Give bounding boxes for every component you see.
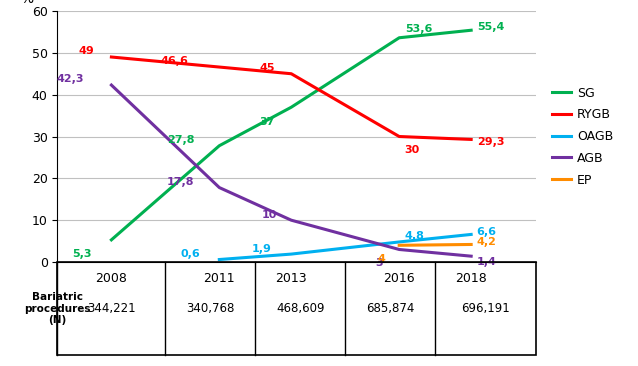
Text: 4: 4 — [378, 254, 385, 264]
Text: 6,6: 6,6 — [477, 227, 497, 237]
Text: %: % — [20, 0, 33, 6]
Text: 30: 30 — [404, 145, 420, 156]
Text: 340,768: 340,768 — [186, 302, 235, 315]
Text: 4,8: 4,8 — [404, 231, 425, 242]
Text: 344,221: 344,221 — [87, 302, 136, 315]
Text: 53,6: 53,6 — [404, 25, 432, 34]
Text: 4,2: 4,2 — [477, 237, 496, 247]
Text: 55,4: 55,4 — [477, 22, 504, 33]
Text: 42,3: 42,3 — [56, 75, 84, 85]
Text: Bariatric
procedures
(N): Bariatric procedures (N) — [24, 292, 91, 325]
Text: 46,6: 46,6 — [161, 56, 189, 67]
Text: 3: 3 — [375, 258, 383, 268]
Text: 1,4: 1,4 — [477, 257, 496, 267]
Text: 10: 10 — [262, 210, 278, 220]
Text: 0,6: 0,6 — [180, 249, 200, 259]
Text: 468,609: 468,609 — [276, 302, 325, 315]
Text: 45: 45 — [259, 63, 274, 73]
Text: 29,3: 29,3 — [477, 137, 504, 147]
Text: 17,8: 17,8 — [167, 177, 195, 187]
Text: 1,9: 1,9 — [252, 243, 272, 254]
Text: 37: 37 — [259, 117, 274, 127]
Text: 696,191: 696,191 — [461, 302, 510, 315]
Text: 685,874: 685,874 — [366, 302, 415, 315]
Text: 5,3: 5,3 — [73, 249, 92, 259]
Text: 49: 49 — [79, 46, 94, 56]
Legend: SG, RYGB, OAGB, AGB, EP: SG, RYGB, OAGB, AGB, EP — [547, 82, 618, 191]
Text: 27,8: 27,8 — [167, 135, 195, 145]
